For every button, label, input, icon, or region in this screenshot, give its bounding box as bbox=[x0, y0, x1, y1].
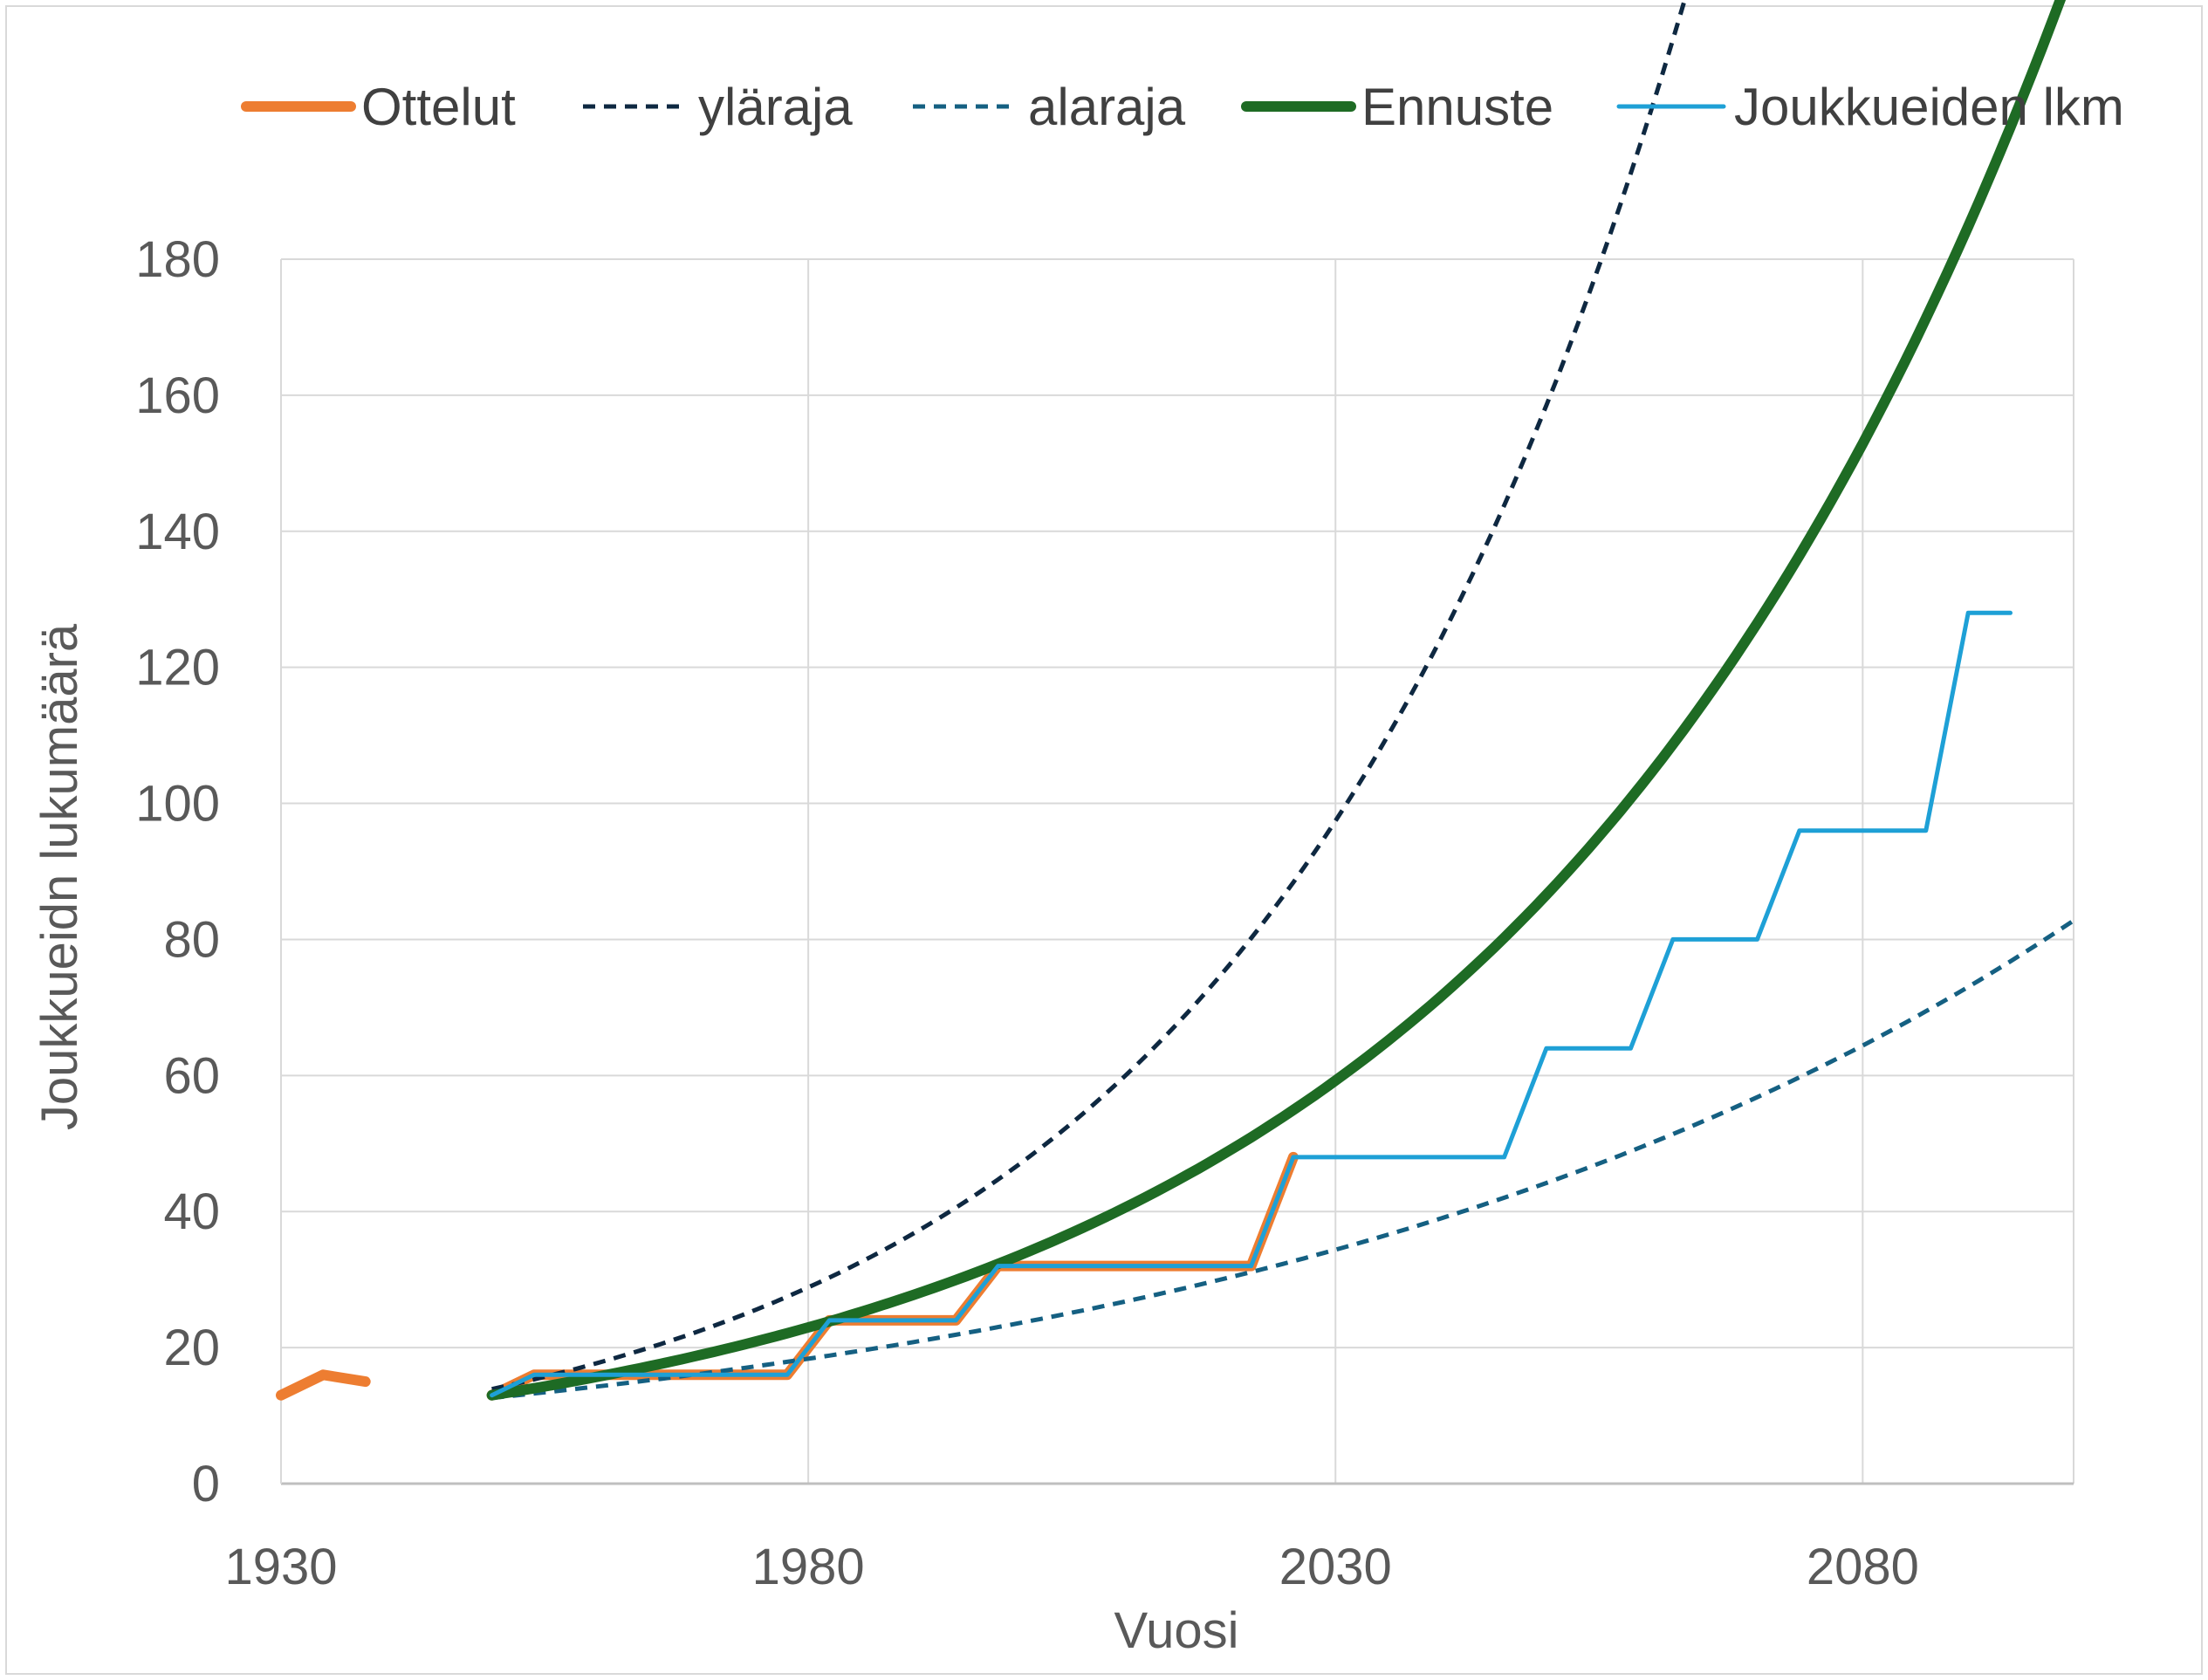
series-line-alaraja bbox=[491, 918, 2075, 1401]
y-tick-label: 40 bbox=[163, 1183, 220, 1240]
y-tick-label: 20 bbox=[163, 1320, 220, 1376]
legend-label: yläraja bbox=[698, 78, 853, 136]
legend-label: Joukkueiden lkm bbox=[1734, 78, 2124, 136]
grid-lines bbox=[280, 258, 2074, 1484]
series-line-ottelut bbox=[486, 1151, 1299, 1401]
x-tick-label: 1930 bbox=[224, 1539, 337, 1595]
y-tick-label: 120 bbox=[135, 640, 220, 696]
legend-label: Ottelut bbox=[361, 78, 516, 136]
legend-label: alaraja bbox=[1028, 78, 1186, 136]
series-lines bbox=[276, 0, 2075, 1401]
x-tick-label: 2030 bbox=[1279, 1539, 1392, 1595]
legend: Ottelut yläraja alaraja Ennuste Joukkueiden … bbox=[241, 78, 2124, 136]
y-tick-label: 180 bbox=[135, 231, 220, 288]
x-tick-label: 2080 bbox=[1807, 1539, 1919, 1595]
y-tick-label: 80 bbox=[163, 911, 220, 968]
legend-label: Ennuste bbox=[1361, 78, 1553, 136]
y-axis-title: Joukkueidn lukumäärä bbox=[31, 623, 88, 1130]
chart-frame bbox=[5, 5, 2203, 1675]
y-tick-label: 140 bbox=[135, 504, 220, 560]
series-line-ennuste bbox=[486, 0, 2067, 1401]
y-tick-label: 60 bbox=[163, 1047, 220, 1104]
series-line-joukkueiden-lkm bbox=[490, 610, 2013, 1398]
axes: 0 20 40 60 80 100 120 140 160 180 1930 1980 2030 2080 bbox=[135, 231, 2074, 1595]
y-tick-label: 0 bbox=[192, 1456, 220, 1512]
y-tick-label: 160 bbox=[135, 367, 220, 424]
y-tick-label: 100 bbox=[135, 776, 220, 833]
x-tick-label: 1980 bbox=[752, 1539, 865, 1595]
series-line-ottelut bbox=[276, 1369, 371, 1401]
x-axis-title: Vuosi bbox=[1114, 1602, 1239, 1659]
series-line-yl-raja bbox=[491, 0, 1687, 1392]
